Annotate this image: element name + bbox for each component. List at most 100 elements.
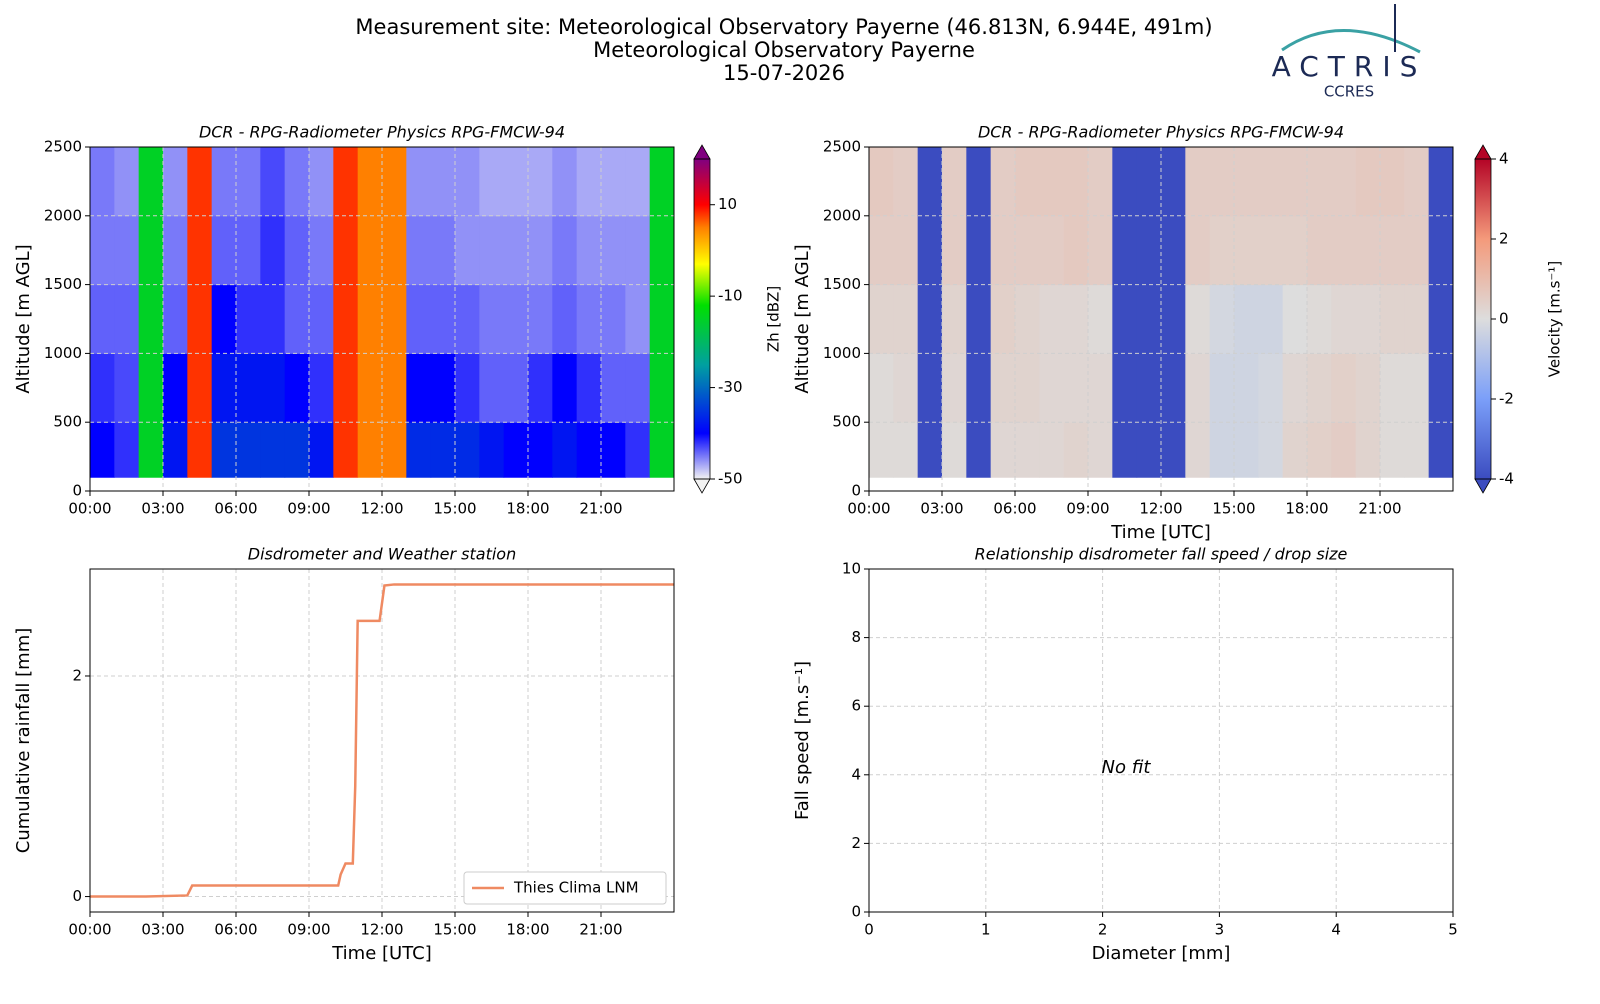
heatmap-cell <box>333 147 359 217</box>
panel: 00:00 03:00 06:00 09:00 12:00 15:00 18:00 21:00… <box>792 123 1564 544</box>
heatmap-cell <box>649 353 675 423</box>
heatmap-cell <box>1428 353 1454 423</box>
heatmap-cell <box>966 147 992 217</box>
heatmap-cell <box>1185 147 1211 217</box>
heatmap-cell <box>1355 215 1381 286</box>
heatmap-cell <box>479 147 505 217</box>
heatmap-cell <box>1234 422 1259 478</box>
heatmap-cell <box>309 422 334 478</box>
heatmap-cell <box>601 284 626 354</box>
axes-frame <box>868 146 1454 492</box>
heatmap-cell <box>187 215 213 286</box>
header-line: Measurement site: Meteorological Observa… <box>355 15 1212 39</box>
x-tick-label: 2 <box>1098 921 1108 939</box>
y-tick-label: 0 <box>851 482 861 500</box>
heatmap-cell <box>869 284 894 354</box>
heatmap-cell <box>187 422 213 478</box>
heatmap-cell <box>1258 284 1284 354</box>
colorbar-tick-label: 10 <box>718 195 737 213</box>
y-tick-label: 6 <box>851 697 861 715</box>
colorbar <box>694 159 710 479</box>
y-tick-label: 2000 <box>44 206 82 224</box>
heatmap-cell <box>552 215 578 286</box>
x-tick-label: 1 <box>981 921 991 939</box>
heatmap-cell <box>649 215 675 286</box>
heatmap-cell <box>503 147 529 217</box>
heatmap-cell <box>1015 215 1040 286</box>
line-series <box>90 583 674 898</box>
colorbar-label: Velocity [m.s⁻¹] <box>1546 261 1564 377</box>
x-tick-label: 18:00 <box>506 500 549 518</box>
heatmap-cell <box>1039 284 1065 354</box>
heatmap-cell <box>1234 147 1259 217</box>
heatmap-cell <box>1088 422 1113 478</box>
heatmap-cell <box>163 353 188 423</box>
heatmap-cell <box>917 215 943 286</box>
heatmap-cell <box>455 284 480 354</box>
heatmap-cell <box>406 147 432 217</box>
heatmap-cell <box>1209 284 1235 354</box>
heatmap-cell <box>406 422 432 478</box>
y-tick-label: 1500 <box>44 275 82 293</box>
legend-box <box>463 871 667 905</box>
heatmap-cell <box>1136 284 1162 354</box>
heatmap-cell <box>552 147 578 217</box>
x-tick-label: 5 <box>1448 921 1458 939</box>
heatmap-cell <box>869 215 894 286</box>
y-tick-label: 2 <box>851 834 861 852</box>
x-tick-label: 03:00 <box>141 921 184 939</box>
heatmap-cell <box>138 215 164 286</box>
y-tick-label: 1000 <box>823 344 861 362</box>
heatmap-cell <box>1404 422 1430 478</box>
heatmap-cell <box>552 284 578 354</box>
heatmap-cell <box>1088 215 1113 286</box>
heatmap-cell <box>357 422 383 478</box>
heatmap-cell <box>869 353 894 423</box>
heatmap-cell <box>893 353 919 423</box>
heatmap-cell <box>1088 147 1113 217</box>
heatmap-cell <box>163 215 188 286</box>
heatmap-cell <box>1039 422 1065 478</box>
heatmap-cell <box>1428 147 1454 217</box>
heatmap-cell <box>430 422 456 478</box>
heatmap-cell <box>333 284 359 354</box>
x-tick-label: 09:00 <box>287 921 330 939</box>
x-tick-label: 09:00 <box>287 500 330 518</box>
heatmap-cell <box>1209 353 1235 423</box>
heatmap-cell <box>1380 215 1405 286</box>
heatmap-cell <box>479 284 505 354</box>
heatmap-cell <box>1258 353 1284 423</box>
heatmap-cell <box>1404 147 1430 217</box>
heatmap-cell <box>966 284 992 354</box>
heatmap-cell <box>1063 284 1089 354</box>
x-tick-label: 06:00 <box>214 500 257 518</box>
y-tick-label: 1000 <box>44 344 82 362</box>
heatmap-cell <box>1355 147 1381 217</box>
heatmap-cell <box>1112 422 1138 478</box>
heatmap-cell <box>942 147 967 217</box>
heatmap-cell <box>236 215 261 286</box>
heatmap-cell <box>333 422 359 478</box>
heatmap-cell <box>430 353 456 423</box>
heatmap-cell <box>284 284 310 354</box>
axes-title: Disdrometer and Weather station <box>248 545 516 564</box>
heatmap-cell <box>1258 147 1284 217</box>
heatmap-cell <box>990 422 1016 478</box>
heatmap-cell <box>625 353 651 423</box>
heatmap-cell <box>138 284 164 354</box>
logo-name: ACTRIS <box>1272 50 1427 83</box>
heatmap-cell <box>357 215 383 286</box>
heatmap-cell <box>479 422 505 478</box>
x-tick-label: 18:00 <box>1285 500 1328 518</box>
heatmap-cell <box>1185 215 1211 286</box>
x-tick-label: 00:00 <box>847 500 890 518</box>
x-tick-label: 0 <box>864 921 874 939</box>
x-tick-label: 4 <box>1331 921 1341 939</box>
y-tick-label: 1500 <box>823 275 861 293</box>
x-tick-label: 03:00 <box>141 500 184 518</box>
heatmap-cell <box>1015 147 1040 217</box>
heatmap-cell <box>528 353 553 423</box>
y-tick-label: 2 <box>72 666 82 684</box>
heatmap-cell <box>455 147 480 217</box>
heatmap-cell <box>1282 147 1308 217</box>
